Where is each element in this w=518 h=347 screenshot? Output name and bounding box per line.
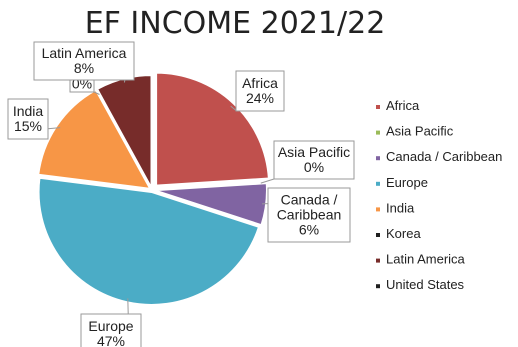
data-label-box-india (7, 98, 49, 140)
pie-slices (37, 71, 270, 306)
leader-line-asia-pacific (260, 178, 275, 184)
data-label-line: 0% (304, 159, 324, 175)
legend-swatch (376, 233, 380, 237)
legend-swatch (376, 130, 380, 135)
legend-item-canada-caribbean: Canada / Caribbean (376, 149, 502, 164)
legend-item-latin-america: Latin America (376, 252, 466, 267)
legend: Africa Asia Pacific Canada / Caribbean Euro… (376, 98, 502, 292)
legend-swatch (376, 181, 380, 186)
pie-slice-canada-caribbean (153, 182, 268, 227)
legend-item-africa: Africa (376, 98, 420, 113)
legend-item-united-states: United States (376, 277, 465, 292)
pie-slice-europe (37, 176, 261, 306)
legend-swatch (376, 105, 380, 109)
data-label-line: Caribbean (277, 207, 342, 223)
data-label-box-canada-caribbean (267, 187, 351, 243)
legend-label: Korea (386, 226, 421, 241)
data-label-box-africa (235, 70, 285, 112)
legend-label: Europe (386, 175, 428, 190)
legend-label: Africa (386, 98, 420, 113)
data-label-line: 24% (246, 90, 274, 106)
data-label-box-europe (80, 313, 142, 347)
data-label-line: Europe (88, 318, 133, 334)
legend-label: India (386, 200, 415, 215)
legend-label: United States (386, 277, 465, 292)
data-label-line: Asia Pacific (278, 144, 350, 160)
pie-slice-africa (155, 71, 270, 187)
leader-line-korea (93, 91, 100, 95)
legend-swatch (376, 258, 380, 263)
legend-swatch (376, 207, 380, 212)
legend-item-asia-pacific: Asia Pacific (376, 124, 454, 139)
legend-swatch (376, 284, 380, 289)
data-label-line: 6% (299, 222, 319, 238)
data-label-box-latin-america (33, 41, 135, 81)
legend-item-india: India (376, 200, 415, 215)
legend-swatch (376, 156, 380, 161)
legend-label: Latin America (386, 252, 466, 267)
data-label-line: 15% (14, 118, 42, 134)
data-label-line: Africa (242, 75, 278, 91)
legend-item-korea: Korea (376, 226, 421, 241)
data-label-box-asia-pacific (273, 140, 355, 180)
data-label-line: Latin America (42, 45, 127, 61)
data-label-line: 47% (97, 333, 125, 347)
legend-label: Asia Pacific (386, 124, 454, 139)
data-label-line: Canada / (281, 192, 338, 208)
chart-title: EF INCOME 2021/22 (84, 6, 386, 41)
legend-item-europe: Europe (376, 175, 428, 190)
leader-line-india (47, 127, 61, 130)
legend-label: Canada / Caribbean (386, 149, 502, 164)
data-label-line: 8% (74, 60, 94, 76)
leader-line-africa (230, 105, 237, 111)
pie-slice-india (37, 88, 153, 191)
data-label-line: India (13, 103, 44, 119)
